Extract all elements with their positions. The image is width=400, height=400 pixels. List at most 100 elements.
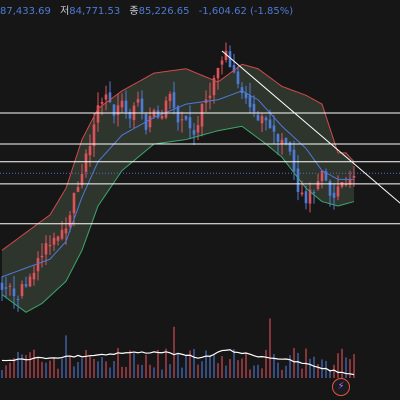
volume-bar (241, 358, 243, 378)
candle (84, 149, 88, 178)
volume-bar (29, 352, 31, 378)
candle (100, 97, 104, 116)
candle-body (84, 153, 88, 172)
candle (76, 181, 80, 193)
volume-bar (125, 366, 127, 378)
candle (140, 90, 144, 120)
candle (92, 112, 96, 158)
candle-body (188, 117, 192, 129)
candle (288, 141, 292, 156)
candle-body (124, 100, 128, 112)
volume-bar (173, 326, 175, 378)
candle-body (320, 170, 324, 182)
volume-bar (5, 365, 7, 378)
candle (96, 92, 100, 132)
candle-body (136, 99, 140, 103)
candle-body (344, 183, 348, 186)
close-label: 종 (129, 6, 139, 17)
volume-bar (301, 368, 303, 378)
volume-bar (293, 348, 295, 378)
candle-body (324, 171, 328, 181)
trendline[interactable] (221, 50, 400, 205)
candle (16, 295, 20, 312)
volume-bar (333, 364, 335, 378)
candle-body (276, 133, 280, 142)
volume-bar (61, 358, 63, 378)
volume-bar (289, 355, 291, 378)
volume-bar (249, 369, 251, 378)
candle (184, 115, 188, 122)
candle-body (216, 67, 220, 79)
volume-bar (317, 364, 319, 378)
candle-body (352, 175, 356, 178)
volume-bar (325, 360, 327, 378)
candle (8, 283, 12, 296)
candle-body (128, 111, 132, 119)
volume-bar (309, 358, 311, 378)
candle (24, 276, 28, 289)
volume-bar (313, 356, 315, 378)
candle-body (68, 215, 72, 227)
volume-bar (341, 348, 343, 378)
candle-body (64, 228, 68, 234)
volume-bar (9, 362, 11, 378)
candle-body (156, 110, 160, 118)
candle (308, 182, 312, 213)
change-value: -1,604.62 (-1.85%) (198, 6, 294, 17)
close-value: 85,226.65 (138, 6, 190, 17)
candle (244, 85, 248, 105)
volume-line (1, 349, 355, 376)
candle-body (100, 101, 104, 104)
candle-body (108, 92, 112, 103)
volume-bar (101, 357, 103, 378)
candle-body (76, 186, 80, 192)
candle (248, 82, 252, 114)
candle-body (112, 104, 116, 116)
volume-bar (345, 357, 347, 378)
candle-body (160, 116, 164, 119)
volume-bar (81, 358, 83, 378)
candle-body (292, 149, 296, 172)
candle (212, 74, 216, 104)
candle-body (240, 87, 244, 94)
volume-bar (221, 356, 223, 378)
volume-bar (33, 349, 35, 378)
candle-body (20, 283, 24, 297)
volume-bar (73, 366, 75, 378)
candle (44, 235, 48, 266)
candle-body (0, 282, 4, 290)
volume-bar (193, 349, 195, 378)
candle-body (296, 168, 300, 192)
volume-bar (53, 357, 55, 378)
candle-body (44, 243, 48, 255)
candle-body (236, 71, 240, 85)
volume-bar (77, 361, 79, 378)
volume-bar (261, 368, 263, 378)
volume-bar (181, 367, 183, 378)
volume-bar (189, 350, 191, 378)
volume-bar (13, 358, 15, 378)
horizontal-levels[interactable] (0, 50, 400, 225)
candle-body (304, 191, 308, 204)
candle-body (228, 51, 232, 68)
candle-body (268, 119, 272, 129)
volume-bar (201, 361, 203, 378)
candle (324, 168, 328, 182)
volume-bar (153, 367, 155, 378)
volume-bar (37, 357, 39, 378)
volume-bar (205, 350, 207, 378)
candle-body (28, 276, 32, 287)
candle-body (232, 65, 236, 73)
volume-bar (245, 353, 247, 378)
volume-bar (169, 364, 171, 378)
candle-body (336, 186, 340, 197)
candle (40, 243, 44, 268)
volume-bar (133, 353, 135, 378)
candle (104, 85, 108, 111)
lightning-bolt-icon[interactable]: ⚡ (332, 378, 350, 396)
bollinger-fill (2, 64, 354, 313)
volume-bar (145, 354, 147, 378)
candle-body (264, 117, 268, 121)
volume-bar (113, 361, 115, 378)
